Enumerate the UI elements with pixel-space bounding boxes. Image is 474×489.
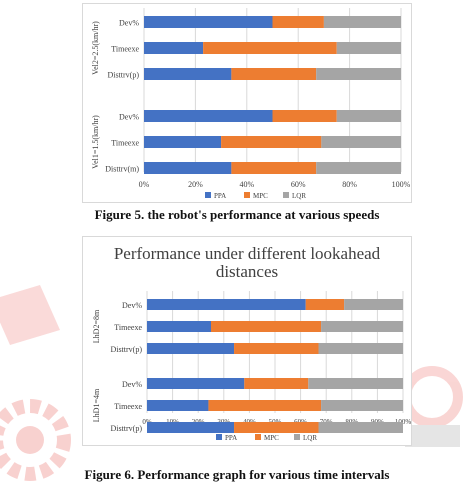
category-label: Dev% [119, 113, 139, 122]
bar-lqr [318, 422, 403, 433]
bar-lqr [336, 110, 401, 122]
category-label: Disttrv(m) [105, 165, 139, 174]
x-tick-label: 20% [188, 180, 203, 189]
bar-ppa [144, 42, 204, 54]
legend-swatch-ppa [216, 434, 222, 440]
chart-robot-speeds: 0% 20% 40% 60% 80% 100% Vel2=2.5(km/hr) Dev% Tim… [82, 3, 412, 203]
gear-watermark-icon [0, 399, 71, 481]
x-tick-label: 0% [139, 180, 150, 189]
bar-mpc [221, 136, 322, 148]
bar-lqr [323, 16, 401, 28]
bar-lqr [321, 400, 403, 411]
bar-ppa [144, 162, 232, 174]
category-label: Timeexe [114, 402, 142, 411]
bar-mpc [234, 422, 319, 433]
bar-ppa [147, 343, 235, 354]
category-label: Dev% [119, 19, 139, 28]
bar-lqr [344, 299, 403, 310]
legend-label: PPA [225, 434, 237, 442]
wrench-watermark-icon [0, 285, 60, 345]
bar-mpc [244, 378, 309, 389]
chart-lookahead-distances: Performance under different lookahead dis… [82, 236, 412, 446]
legend-swatch-lqr [283, 192, 289, 198]
legend-label: PPA [214, 192, 226, 200]
bar-ppa [147, 321, 211, 332]
legend-label: MPC [264, 434, 279, 442]
bar-ppa [144, 136, 222, 148]
chart-speeds-svg: 0% 20% 40% 60% 80% 100% Vel2=2.5(km/hr) Dev% Tim… [91, 8, 411, 200]
robot-watermark-icon [401, 366, 463, 447]
category-label: Timeexe [111, 45, 139, 54]
x-tick-label: 60% [291, 180, 306, 189]
figure-5-caption: Figure 5. the robot's performance at var… [94, 207, 380, 222]
bar-ppa [147, 378, 245, 389]
bar-mpc [211, 321, 322, 332]
chart-lookahead-svg: Performance under different lookahead dis… [92, 244, 411, 442]
bar-mpc [272, 110, 337, 122]
bar-ppa [147, 400, 209, 411]
bar-mpc [234, 343, 319, 354]
bar-lqr [308, 378, 403, 389]
bar-ppa [147, 299, 306, 310]
category-label: Disttrv(p) [110, 345, 142, 354]
category-label: Disttrv(p) [110, 424, 142, 433]
legend-swatch-mpc [255, 434, 261, 440]
bar-ppa [147, 422, 235, 433]
bar-lqr [318, 343, 403, 354]
bar-mpc [208, 400, 322, 411]
group-label: Vel1=1.5(km/hr) [91, 115, 100, 169]
chart-title: Performance under different lookahead dis… [114, 244, 381, 281]
bar-lqr [316, 162, 401, 174]
bar-lqr [316, 68, 401, 80]
bar-mpc [203, 42, 337, 54]
bar-mpc [272, 16, 324, 28]
bar-ppa [144, 68, 232, 80]
bar-ppa [144, 16, 273, 28]
x-tick-label: 80% [342, 180, 357, 189]
category-label: Timeexe [114, 323, 142, 332]
bar-mpc [305, 299, 345, 310]
legend-label: LQR [292, 192, 306, 200]
legend-swatch-lqr [294, 434, 300, 440]
category-label: Dev% [122, 301, 142, 310]
legend-swatch-ppa [205, 192, 211, 198]
bar-ppa [144, 110, 273, 122]
group-label: Vel2=2.5(km/hr) [91, 21, 100, 75]
group-label: LhD2=8m [92, 309, 101, 343]
legend-swatch-mpc [244, 192, 250, 198]
bar-mpc [231, 162, 317, 174]
x-tick-label: 40% [239, 180, 254, 189]
figure-6-caption: Figure 6. Performance graph for various … [84, 467, 390, 482]
group-label: LhD1=4m [92, 388, 101, 422]
legend-label: LQR [303, 434, 317, 442]
category-label: Dev% [122, 380, 142, 389]
bar-mpc [231, 68, 317, 80]
bar-lqr [321, 136, 401, 148]
category-label: Disttrv(p) [107, 71, 139, 80]
bar-lqr [321, 321, 403, 332]
category-label: Timeexe [111, 139, 139, 148]
legend-label: MPC [253, 192, 268, 200]
x-tick-label: 100% [392, 180, 411, 189]
bar-lqr [336, 42, 401, 54]
